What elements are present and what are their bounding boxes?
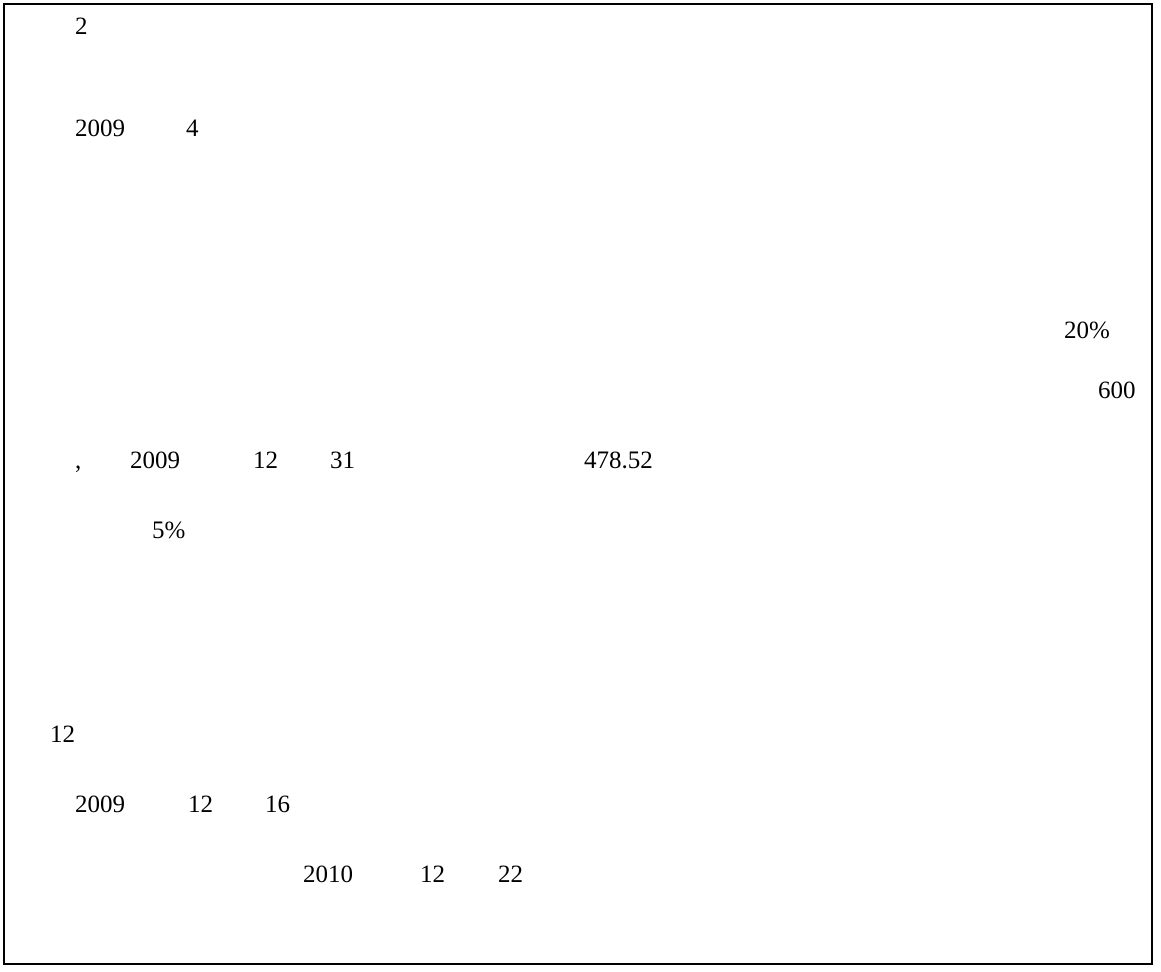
text-fragment: 2 <box>75 13 88 40</box>
text-fragment: , <box>75 447 82 474</box>
text-fragment: 2009 <box>75 115 125 142</box>
text-fragment: 2009 <box>75 791 125 818</box>
text-fragment: 12 <box>253 447 278 474</box>
text-fragment: 12 <box>50 721 75 748</box>
text-fragment: 600 <box>1098 377 1136 404</box>
text-fragment: 16 <box>265 791 290 818</box>
text-fragment: 2010 <box>303 861 353 888</box>
text-fragment: 12 <box>188 791 213 818</box>
text-fragment: 5% <box>152 517 186 544</box>
text-fragment: 22 <box>498 861 523 888</box>
text-fragment: 12 <box>420 861 445 888</box>
text-fragment: 478.52 <box>584 447 653 474</box>
text-fragment: 31 <box>330 447 355 474</box>
document-frame <box>3 3 1153 965</box>
text-fragment: 2009 <box>130 447 180 474</box>
text-fragment: 4 <box>186 115 199 142</box>
text-fragment: 20% <box>1064 317 1110 344</box>
